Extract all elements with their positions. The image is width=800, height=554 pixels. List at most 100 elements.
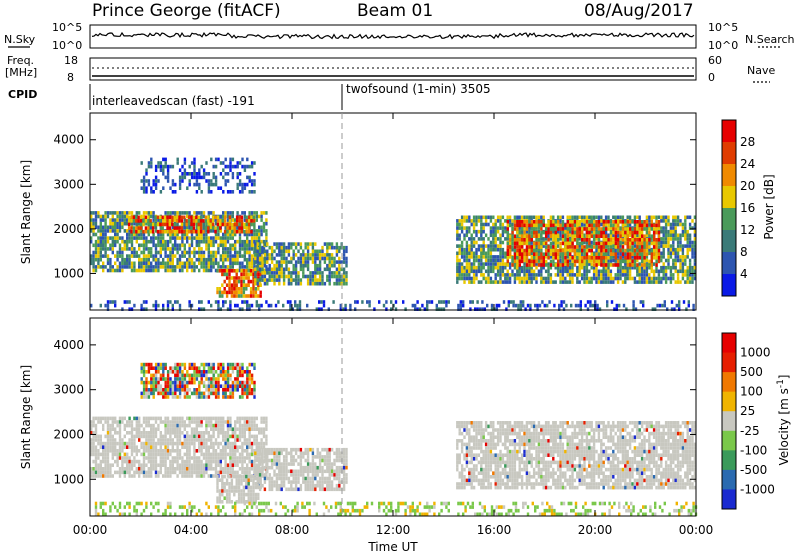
heatmap-cell [693,222,697,227]
heatmap-cell [249,287,253,291]
heatmap-cell [492,229,495,234]
heatmap-cell [595,259,598,264]
heatmap-cell [681,258,685,263]
heatmap-cell [604,276,608,281]
heatmap-cell [501,269,505,274]
heatmap-cell [560,303,563,308]
heatmap-cell [248,179,251,183]
heatmap-cell [241,243,244,248]
heatmap-cell [540,265,543,270]
heatmap-cell [104,470,107,475]
heatmap-cell [268,245,271,250]
heatmap-cell [180,222,184,227]
heatmap-cell [278,249,281,254]
heatmap-cell [542,265,545,270]
heatmap-cell [140,470,143,475]
heatmap-cell [345,260,348,264]
heatmap-cell [549,245,553,249]
heatmap-cell [169,257,172,262]
heatmap-cell [188,172,191,176]
heatmap-cell [162,434,165,439]
heatmap-cell [171,265,174,269]
heatmap-cell [195,474,198,478]
heatmap-cell [662,219,665,223]
heatmap-cell [508,262,512,266]
heatmap-cell [273,267,276,272]
heatmap-cell [547,252,550,256]
heatmap-cell [114,459,117,464]
heatmap-cell [583,245,586,249]
heatmap-cell [508,276,512,281]
heatmap-cell [150,225,153,230]
heatmap-cell [342,307,345,311]
heatmap-cell [240,276,243,280]
heatmap-cell [263,242,267,246]
heatmap-cell [544,280,548,284]
heatmap-cell [97,239,100,244]
heatmap-cell [200,449,203,453]
heatmap-cell [638,269,641,274]
heatmap-cell [604,269,608,274]
heatmap-cell [210,157,213,162]
heatmap-cell [598,307,602,311]
heatmap-cell [262,225,266,230]
heatmap-cell [597,223,601,228]
heatmap-cell [162,449,165,453]
heatmap-cell [171,215,174,220]
heatmap-cell [600,256,603,260]
heatmap-cell [265,232,268,237]
heatmap-cell [607,265,610,270]
heatmap-cell [516,263,519,267]
heatmap-cell [186,441,189,446]
heatmap-cell [513,252,517,256]
heatmap-cell [116,254,119,258]
heatmap-cell [202,265,206,269]
heatmap-cell [605,234,608,238]
heatmap-cell [472,251,476,256]
heatmap-cell [621,269,625,274]
heatmap-cell [494,276,497,281]
heatmap-cell [489,262,493,266]
heatmap-cell [516,230,519,235]
heatmap-cell [207,239,210,244]
heatmap-cell [140,257,143,262]
heatmap-cell [257,294,260,298]
heatmap-cell [255,303,258,308]
heatmap-cell [621,229,625,234]
heatmap-cell [480,222,483,227]
heatmap-cell [106,467,110,471]
heatmap-cell [472,276,476,281]
heatmap-cell [648,247,651,252]
heatmap-cell [674,262,677,266]
heatmap-cell [537,263,541,267]
heatmap-cell [626,259,629,264]
heatmap-cell [118,449,122,453]
heatmap-cell [164,218,167,222]
heatmap-cell [150,452,153,457]
heatmap-cell [642,300,645,304]
heatmap-cell [662,255,665,259]
heatmap-cell [576,276,579,281]
heatmap-cell [174,467,177,471]
heatmap-cell [638,215,641,220]
heatmap-cell [597,256,601,260]
heatmap-cell [92,232,95,237]
heatmap-cell [557,259,560,264]
heatmap-cell [207,265,210,269]
heatmap-cell [506,252,509,256]
heatmap-cell [631,259,634,264]
heatmap-cell [224,236,227,240]
heatmap-cell [178,441,182,446]
heatmap-cell [691,269,694,274]
heatmap-cell [482,229,485,234]
heatmap-cell [234,250,237,255]
heatmap-cell [660,240,663,245]
heatmap-cell [597,220,601,224]
heatmap-cell [619,230,622,235]
heatmap-cell [477,255,481,259]
heatmap-cell [99,257,102,262]
heatmap-cell [525,245,529,249]
heatmap-cell [114,449,117,453]
heatmap-cell [299,281,303,286]
heatmap-cell [595,226,598,230]
